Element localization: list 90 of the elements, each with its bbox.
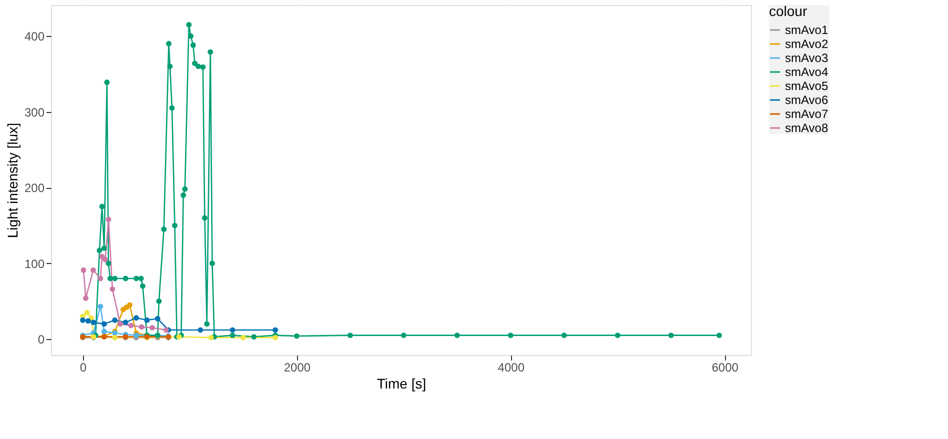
y-tick-label: 400: [24, 30, 45, 44]
point: [161, 226, 167, 232]
point: [156, 298, 162, 304]
point: [106, 216, 112, 222]
point: [198, 327, 204, 333]
y-axis-title: Light intensity [lux]: [4, 122, 20, 238]
point: [117, 321, 123, 327]
point: [169, 105, 175, 111]
point: [190, 42, 196, 48]
legend-label: smAvo7: [785, 107, 828, 121]
point: [107, 276, 113, 282]
legend-label: smAvo1: [785, 23, 828, 37]
legend-label: smAvo2: [785, 37, 828, 51]
point: [209, 260, 215, 266]
point: [200, 64, 206, 70]
point: [180, 192, 186, 198]
point: [138, 276, 144, 282]
point: [101, 328, 107, 334]
point: [83, 295, 89, 301]
point: [126, 302, 132, 308]
point: [208, 49, 214, 55]
point: [166, 40, 172, 46]
point: [96, 248, 102, 254]
point: [138, 324, 144, 330]
point: [230, 327, 236, 333]
point: [182, 186, 188, 192]
point: [134, 276, 139, 282]
point: [196, 64, 202, 70]
point: [561, 332, 567, 338]
x-axis-title: Time [s]: [376, 376, 426, 392]
point: [668, 332, 674, 338]
point: [102, 256, 108, 262]
point: [400, 332, 406, 338]
point: [122, 276, 128, 282]
y-tick-label: 300: [24, 105, 45, 120]
point: [85, 318, 91, 324]
point: [614, 332, 620, 338]
point: [134, 315, 139, 321]
point: [230, 332, 236, 338]
point: [163, 327, 169, 333]
point: [150, 324, 156, 330]
y-tick-label: 100: [24, 256, 45, 271]
point: [128, 322, 134, 328]
point: [154, 316, 160, 322]
point: [186, 22, 192, 28]
point: [80, 267, 86, 273]
point: [98, 304, 104, 310]
point: [454, 332, 460, 338]
point: [251, 334, 257, 340]
point: [90, 320, 96, 326]
point: [80, 317, 86, 323]
point: [508, 332, 514, 338]
point: [204, 321, 210, 327]
point: [208, 334, 214, 340]
point: [192, 60, 198, 66]
x-tick-label: 6000: [712, 360, 739, 374]
point: [167, 64, 173, 70]
legend-label: smAvo6: [785, 93, 828, 107]
x-tick-label: 2000: [284, 360, 311, 374]
point: [101, 321, 107, 327]
point: [347, 332, 353, 338]
point: [104, 80, 110, 86]
point: [122, 320, 128, 326]
legend-title: colour: [769, 3, 808, 19]
point: [98, 276, 104, 282]
point: [294, 333, 300, 339]
y-tick-label: 200: [24, 181, 45, 196]
x-tick-label: 0: [80, 360, 87, 374]
point: [202, 215, 208, 221]
point: [140, 283, 146, 289]
point: [90, 267, 96, 273]
point: [99, 204, 105, 210]
x-tick-label: 4000: [498, 360, 525, 374]
legend-label: smAvo4: [785, 65, 828, 79]
y-tick-label: 0: [38, 332, 45, 347]
point: [101, 245, 107, 251]
point: [716, 332, 722, 338]
point: [240, 334, 246, 340]
point: [144, 317, 150, 323]
legend-label: smAvo5: [785, 79, 828, 93]
point: [272, 327, 278, 333]
point: [84, 310, 90, 316]
point: [110, 286, 116, 292]
point: [112, 276, 118, 282]
legend-label: smAvo8: [785, 121, 828, 135]
point: [106, 260, 112, 266]
point: [172, 222, 178, 228]
point: [88, 315, 94, 321]
point: [112, 317, 118, 323]
legend-label: smAvo3: [785, 51, 828, 65]
